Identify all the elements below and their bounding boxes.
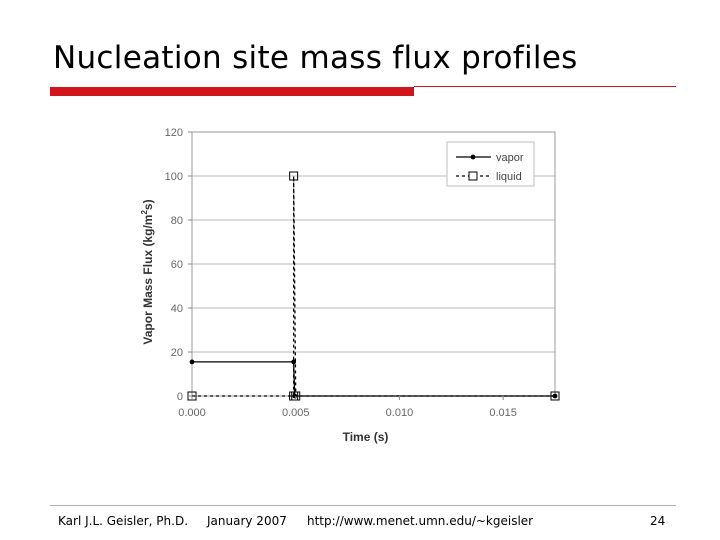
axis-layer: 0 20 40 60 80 100 120 0.000 0.005 0.010 0.015 [165, 127, 517, 419]
slide-title: Nucleation site mass flux profiles [53, 40, 578, 76]
y-tick-label: 80 [171, 215, 183, 227]
footer-author: Karl J.L. Geisler, Ph.D. [58, 514, 189, 528]
legend-box [446, 141, 535, 187]
footer-url[interactable]: http://www.menet.umn.edu/~kgeisler [307, 514, 534, 528]
y-tick-label: 120 [165, 127, 183, 139]
footer-page-number: 24 [650, 514, 666, 528]
legend-vapor-marker [470, 154, 476, 160]
x-tick-label: 0.005 [282, 407, 310, 419]
legend: vapor liquid [446, 141, 535, 187]
y-axis-title: Vapor Mass Flux (kg/m2s) [140, 199, 155, 344]
y-tick-label: 60 [171, 259, 183, 271]
legend-liquid-label: liquid [496, 171, 522, 183]
x-tick-label: 0.015 [489, 407, 517, 419]
title-underline [414, 86, 676, 87]
title-accent-bar [50, 87, 414, 96]
series-line-liquid [192, 175, 555, 397]
series-line-vapor [192, 361, 555, 397]
y-tick-label: 0 [177, 391, 183, 403]
data-point-vapor [189, 359, 195, 365]
data-point-liquid [550, 391, 560, 401]
x-tick-label: 0.000 [178, 407, 206, 419]
x-axis-title: Time (s) [343, 430, 389, 444]
footer-date: January 2007 [207, 514, 287, 528]
data-point-liquid [289, 171, 299, 181]
x-tick-label: 0.010 [386, 407, 414, 419]
series-layer [187, 171, 560, 401]
legend-vapor-label: vapor [496, 152, 524, 164]
y-tick-label: 20 [171, 347, 183, 359]
y-tick-label: 100 [165, 171, 183, 183]
footer-rule [50, 505, 676, 506]
legend-liquid-marker [468, 171, 478, 181]
y-tick-label: 40 [171, 303, 183, 315]
